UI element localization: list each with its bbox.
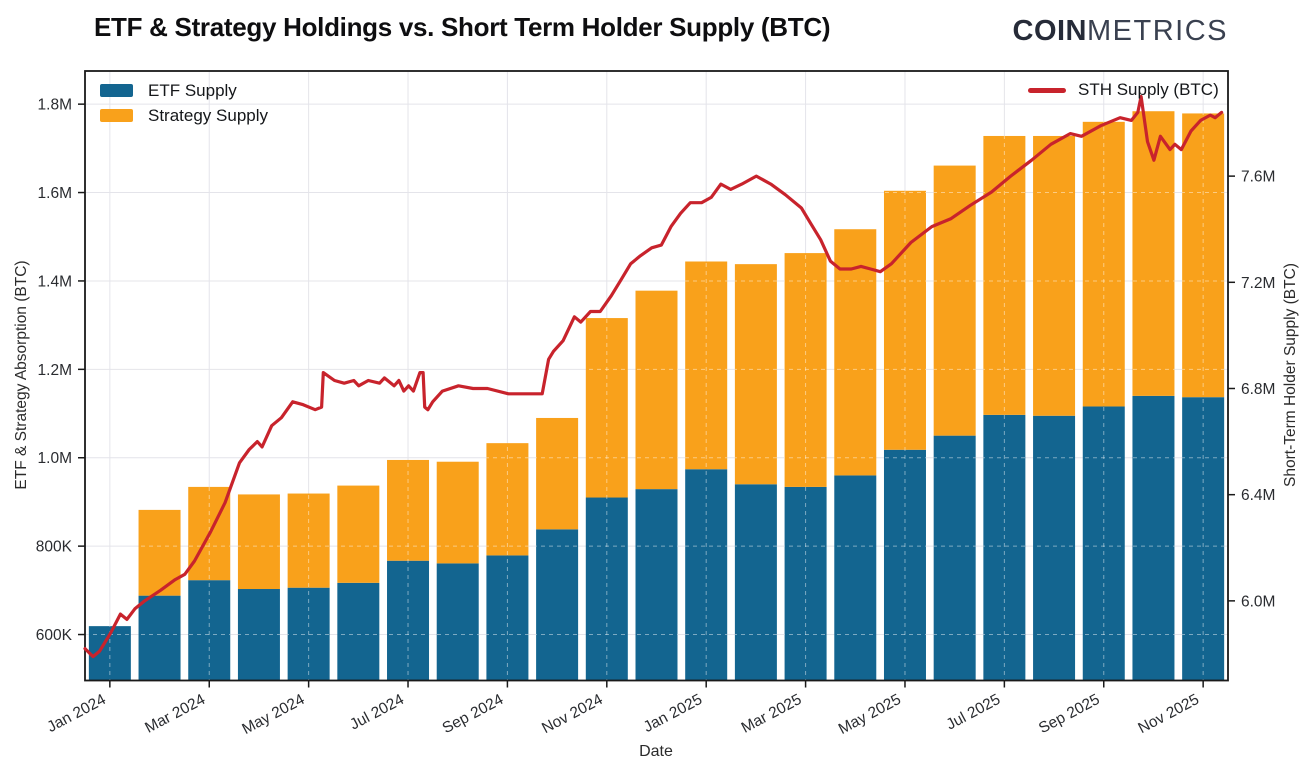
strategy-supply-bar[interactable] — [883, 190, 926, 450]
etf-supply-bar[interactable] — [734, 484, 777, 681]
y-left-tick-label: 1.0M — [38, 450, 72, 467]
bars-group — [88, 111, 1225, 681]
x-tick-label: Nov 2025 — [1135, 691, 1202, 737]
y-left-tick-label: 1.6M — [38, 185, 72, 202]
etf-supply-bar[interactable] — [287, 587, 330, 681]
x-tick-label: Jan 2025 — [641, 691, 705, 736]
etf-supply-bar[interactable] — [436, 563, 479, 681]
strategy-supply-bar[interactable] — [685, 261, 728, 470]
y-left-tick-label: 1.4M — [38, 273, 72, 290]
coinmetrics-logo: COINMETRICS — [1013, 15, 1229, 48]
etf-supply-bar[interactable] — [685, 469, 728, 681]
tick-marks — [78, 103, 1235, 688]
etf-supply-bar[interactable] — [337, 582, 380, 681]
x-tick-label: Sep 2025 — [1036, 691, 1103, 737]
x-tick-label: Mar 2024 — [142, 691, 208, 737]
etf-supply-bar[interactable] — [237, 589, 280, 681]
strategy-supply-bar[interactable] — [387, 459, 430, 561]
x-tick-label: Jan 2024 — [44, 691, 109, 736]
x-tick-label: May 2025 — [836, 691, 904, 738]
etf-supply-bar[interactable] — [1082, 406, 1125, 681]
strategy-supply-bar[interactable] — [734, 264, 777, 485]
sth-supply-label: STH Supply (BTC) — [1078, 80, 1219, 99]
etf-supply-bar[interactable] — [933, 435, 976, 681]
etf-supply-bar[interactable] — [834, 475, 877, 681]
strategy-supply-bar[interactable] — [933, 165, 976, 436]
y-left-tick-label: 1.2M — [38, 362, 72, 379]
strategy-supply-bar[interactable] — [436, 461, 479, 564]
plot-frame — [84, 70, 1229, 682]
etf-supply-bar[interactable] — [585, 497, 628, 681]
strategy-supply-swatch — [100, 109, 133, 122]
etf-supply-bar[interactable] — [188, 580, 231, 681]
etf-supply-bar[interactable] — [784, 486, 827, 681]
strategy-supply-bar[interactable] — [337, 485, 380, 583]
etf-supply-bar[interactable] — [983, 414, 1026, 681]
y-right-tick-label: 6.0M — [1241, 593, 1275, 610]
etf-supply-bar[interactable] — [486, 555, 529, 681]
y-right-tick-label: 7.6M — [1241, 169, 1275, 186]
x-tick-label: Mar 2025 — [739, 691, 805, 737]
x-tick-label: Jul 2024 — [347, 691, 407, 734]
y-left-tick-label: 600K — [36, 627, 73, 644]
logo-metrics-text: METRICS — [1087, 15, 1228, 47]
logo-coin-text: COIN — [1012, 15, 1087, 47]
x-tick-label: May 2024 — [239, 691, 307, 738]
strategy-supply-bar[interactable] — [834, 229, 877, 476]
etf-supply-label: ETF Supply — [148, 80, 237, 100]
strategy-supply-bar[interactable] — [287, 493, 330, 588]
x-tick-label: Nov 2024 — [539, 691, 606, 737]
y-left-tick-label: 800K — [36, 539, 73, 556]
etf-supply-bar[interactable] — [138, 595, 181, 681]
y-left-axis-title: ETF & Strategy Absorption (BTC) — [13, 260, 30, 490]
strategy-supply-bar[interactable] — [635, 290, 678, 490]
y-right-tick-label: 6.8M — [1241, 381, 1275, 398]
legend-item-strategy-supply[interactable]: Strategy Supply — [100, 103, 268, 128]
etf-supply-bar[interactable] — [1182, 397, 1225, 681]
y-right-tick-label: 6.4M — [1241, 487, 1275, 504]
chart-title: ETF & Strategy Holdings vs. Short Term H… — [94, 12, 831, 42]
strategy-supply-bar[interactable] — [1033, 135, 1076, 416]
strategy-supply-bar[interactable] — [536, 417, 579, 530]
y-right-axis-title: Short-Term Holder Supply (BTC) — [1282, 263, 1299, 487]
sth-supply-line[interactable] — [83, 94, 1224, 659]
etf-supply-bar[interactable] — [883, 449, 926, 681]
x-axis-title: Date — [639, 743, 673, 760]
etf-supply-bar[interactable] — [1132, 395, 1175, 681]
legend-item-etf-supply[interactable]: ETF Supply — [100, 78, 268, 103]
strategy-supply-bar[interactable] — [1182, 113, 1225, 398]
strategy-supply-bar[interactable] — [138, 509, 181, 596]
etf-supply-swatch — [100, 84, 133, 97]
strategy-supply-bar[interactable] — [237, 494, 280, 590]
legend-item-sth-supply[interactable]: STH Supply (BTC) — [1028, 80, 1219, 100]
strategy-supply-bar[interactable] — [784, 253, 827, 487]
y-left-tick-label: 1.8M — [38, 97, 72, 114]
etf-supply-bar[interactable] — [1033, 415, 1076, 681]
etf-supply-bar[interactable] — [635, 489, 678, 681]
strategy-supply-bar[interactable] — [486, 443, 529, 556]
sth-supply-line-swatch — [1028, 87, 1066, 93]
strategy-supply-bar[interactable] — [1082, 121, 1125, 407]
strategy-supply-bar[interactable] — [585, 318, 628, 498]
etf-supply-bar[interactable] — [387, 560, 430, 681]
strategy-supply-label: Strategy Supply — [148, 105, 269, 125]
strategy-supply-bar[interactable] — [1132, 111, 1175, 396]
x-tick-label: Jul 2025 — [944, 691, 1004, 734]
etf-supply-bar[interactable] — [536, 529, 579, 681]
legend-bars: ETF Supply Strategy Supply — [100, 78, 268, 128]
y-right-tick-label: 7.2M — [1241, 275, 1275, 292]
x-tick-label: Sep 2024 — [440, 691, 507, 737]
